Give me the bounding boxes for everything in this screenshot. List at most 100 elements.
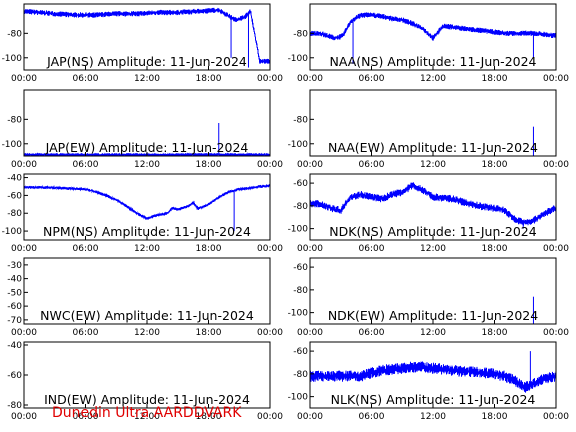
y-tick-label: -80 <box>293 202 308 212</box>
chart-title: JAP(NS) Amplitude: 11-Jun-2024 <box>46 54 247 69</box>
y-tick-label: -70 <box>7 316 22 326</box>
x-tick-label: 18:00 <box>482 160 508 170</box>
y-tick-label: -80 <box>293 115 308 125</box>
y-tick-label: -60 <box>7 191 22 201</box>
y-tick-label: -60 <box>7 302 22 312</box>
plot-area <box>24 184 270 232</box>
y-tick-label: -40 <box>7 174 22 184</box>
series-line <box>310 182 556 226</box>
chart-title: NLK(NS) Amplitude: 11-Jun-2024 <box>331 392 536 407</box>
x-tick-label: 12:00 <box>420 328 446 338</box>
x-tick-label: 12:00 <box>134 244 160 254</box>
x-tick-label: 00:00 <box>257 244 283 254</box>
x-tick-label: 12:00 <box>134 328 160 338</box>
x-tick-label: 00:00 <box>543 160 569 170</box>
footer-credit: Dunedin Ultra AARDDVARK <box>52 405 242 421</box>
x-tick-label: 12:00 <box>134 160 160 170</box>
chart-title: NDK(EW) Amplitude: 11-Jun-2024 <box>328 308 538 323</box>
x-tick-label: 12:00 <box>420 160 446 170</box>
y-tick-label: -50 <box>7 288 22 298</box>
x-tick-label: 12:00 <box>134 412 160 422</box>
x-tick-label: 00:00 <box>297 74 323 84</box>
y-tick-label: -80 <box>7 209 22 219</box>
x-tick-label: 18:00 <box>482 412 508 422</box>
series-line <box>24 7 270 65</box>
chart-panel: 00:00 06:00 12:00 18:00 00:00 -40 -60 -80 IND(EW… <box>7 341 283 422</box>
chart-title: IND(EW) Amplitude: 11-Jun-2024 <box>44 392 250 407</box>
plot-area <box>24 7 270 68</box>
x-tick-label: 00:00 <box>543 244 569 254</box>
y-tick-label: -30 <box>7 261 22 271</box>
y-tick-label: -80 <box>293 286 308 296</box>
chart-title: NAA(EW) Amplitude: 11-Jun-2024 <box>328 140 538 155</box>
x-tick-label: 18:00 <box>196 244 222 254</box>
y-tick-label: -100 <box>288 140 309 150</box>
x-tick-label: 12:00 <box>420 74 446 84</box>
x-tick-label: 00:00 <box>297 412 323 422</box>
chart-title: JAP(EW) Amplitude: 11-Jun-2024 <box>45 140 249 155</box>
x-tick-label: 00:00 <box>11 74 37 84</box>
y-tick-label: -60 <box>7 371 22 381</box>
y-tick-label: -80 <box>293 370 308 380</box>
y-tick-label: -80 <box>7 401 22 411</box>
y-tick-label: -100 <box>288 225 309 235</box>
x-tick-label: 00:00 <box>297 244 323 254</box>
x-tick-label: 00:00 <box>543 328 569 338</box>
x-tick-label: 00:00 <box>11 244 37 254</box>
x-tick-label: 06:00 <box>73 244 99 254</box>
plot-area <box>310 351 556 393</box>
chart-panel: 00:00 06:00 12:00 18:00 00:00 -60 -80 -100 NDK(E… <box>288 257 569 338</box>
chart-panel: 00:00 06:00 12:00 18:00 00:00 -30 -40 -50 -60 -70… <box>7 257 283 338</box>
x-tick-label: 12:00 <box>420 412 446 422</box>
x-tick-label: 18:00 <box>196 74 222 84</box>
x-tick-label: 12:00 <box>420 244 446 254</box>
chart-panel: 00:00 06:00 12:00 18:00 00:00 -60 -80 -100 NLK(N… <box>288 341 569 422</box>
series-line <box>24 184 270 221</box>
x-tick-label: 06:00 <box>73 328 99 338</box>
x-tick-label: 00:00 <box>257 160 283 170</box>
y-tick-label: -60 <box>293 347 308 357</box>
chart-title: NWC(EW) Amplitude: 11-Jun-2024 <box>40 308 254 323</box>
x-tick-label: 06:00 <box>73 160 99 170</box>
x-tick-label: 06:00 <box>359 244 385 254</box>
x-tick-label: 12:00 <box>134 74 160 84</box>
x-tick-label: 06:00 <box>359 328 385 338</box>
chart-title: NAA(NS) Amplitude: 11-Jun-2024 <box>329 54 536 69</box>
x-tick-label: 00:00 <box>257 74 283 84</box>
y-tick-label: -60 <box>293 263 308 273</box>
x-tick-label: 00:00 <box>257 412 283 422</box>
x-tick-label: 00:00 <box>11 328 37 338</box>
chart-panel: 00:00 06:00 12:00 18:00 00:00 -80 -100 NAA(NS) … <box>288 3 569 84</box>
y-tick-label: -80 <box>7 115 22 125</box>
x-tick-label: 00:00 <box>543 74 569 84</box>
series-line <box>310 12 556 41</box>
x-tick-label: 00:00 <box>297 160 323 170</box>
y-tick-label: -100 <box>288 393 309 403</box>
x-tick-label: 18:00 <box>482 328 508 338</box>
y-tick-label: -100 <box>2 227 23 237</box>
x-tick-label: 18:00 <box>196 328 222 338</box>
x-tick-label: 18:00 <box>482 74 508 84</box>
x-tick-label: 00:00 <box>11 412 37 422</box>
y-tick-label: -100 <box>2 140 23 150</box>
y-tick-label: -60 <box>293 179 308 189</box>
chart-title: NDK(NS) Amplitude: 11-Jun-2024 <box>329 224 536 239</box>
x-tick-label: 00:00 <box>297 328 323 338</box>
chart-panel: 00:00 06:00 12:00 18:00 00:00 -40 -60 -80 -100 NP… <box>2 173 283 254</box>
x-tick-label: 00:00 <box>11 160 37 170</box>
x-tick-label: 06:00 <box>73 412 99 422</box>
x-tick-label: 18:00 <box>482 244 508 254</box>
chart-panel: 00:00 06:00 12:00 18:00 00:00 -60 -80 -100 NDK(N… <box>288 173 569 254</box>
y-tick-label: -100 <box>2 54 23 64</box>
plot-area <box>310 182 556 229</box>
x-tick-label: 06:00 <box>359 160 385 170</box>
chart-panel: 00:00 06:00 12:00 18:00 00:00 -80 -100 NAA(EW) … <box>288 89 569 170</box>
series-line <box>310 361 556 393</box>
x-tick-label: 06:00 <box>359 74 385 84</box>
y-tick-label: -100 <box>288 54 309 64</box>
y-tick-label: -80 <box>293 29 308 39</box>
chart-title: NPM(NS) Amplitude: 11-Jun-2024 <box>43 224 251 239</box>
y-tick-label: -40 <box>7 275 22 285</box>
